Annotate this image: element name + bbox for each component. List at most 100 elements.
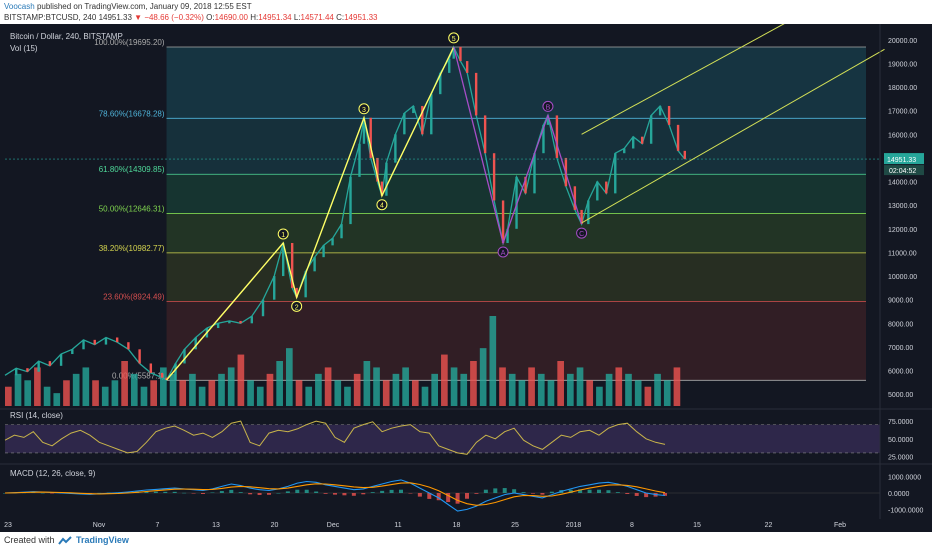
volume-bar — [208, 380, 216, 406]
price-candle — [138, 349, 141, 364]
x-tick-label: 25 — [511, 522, 519, 529]
volume-bar — [24, 380, 32, 406]
x-tick-label: 15 — [693, 522, 701, 529]
macd-signal-line — [4, 482, 666, 506]
volume-bar — [421, 386, 429, 406]
macd-histogram-bar — [276, 493, 281, 494]
macd-histogram-bar — [502, 488, 507, 493]
volume-bar — [276, 361, 283, 406]
macd-histogram-bar — [304, 489, 309, 493]
price-tick-label: 18000.00 — [888, 85, 917, 92]
x-tick-label: 11 — [394, 522, 401, 529]
macd-tick-label: -1000.0000 — [888, 507, 924, 514]
price-candle — [605, 181, 608, 194]
macd-histogram-bar — [578, 489, 583, 493]
price-candle — [304, 271, 307, 298]
abc-marker — [576, 227, 588, 239]
abc-marker — [497, 246, 509, 258]
price-candle — [358, 143, 361, 177]
price-candle — [149, 363, 153, 373]
price-candle — [273, 276, 276, 300]
price-candle — [369, 117, 372, 158]
abc-label: B — [546, 104, 551, 111]
wave-layer: 1 2 3 4 5 A B C — [166, 0, 885, 381]
abc-marker — [542, 100, 554, 112]
price-candle — [340, 224, 343, 239]
chart-area[interactable]: 100.00%(19695.20) 78.60%(16678.28) 61.80%(… — [0, 0, 932, 532]
price-candle — [501, 200, 505, 243]
price-candle — [331, 238, 334, 246]
x-tick-label: 8 — [630, 522, 634, 529]
macd-histogram-bar — [615, 492, 620, 493]
price-candle — [313, 257, 316, 272]
macd-histogram-bar — [285, 491, 290, 493]
volume-bar — [673, 367, 681, 406]
rsi-title: RSI (14, close) — [10, 411, 63, 420]
volume-bar — [363, 361, 371, 406]
rsi-pane: 75.0000 50.0000 25.0000 — [4, 419, 913, 461]
publish-header: Voocash published on TradingView.com, Ja… — [0, 0, 932, 24]
rsi-tick-label: 75.0000 — [888, 419, 913, 426]
author-link[interactable]: Voocash — [4, 2, 35, 11]
macd-histogram-bar — [323, 493, 328, 494]
price-candle — [165, 377, 168, 381]
price-candle — [524, 176, 527, 194]
abc-wave-path — [453, 46, 583, 246]
created-with-label: Created with — [4, 535, 55, 545]
price-candle — [459, 46, 462, 62]
macd-histogram-bar — [540, 493, 545, 495]
volume-bar — [596, 386, 603, 406]
price-candle — [555, 115, 559, 158]
price-tick-label: 13000.00 — [888, 203, 917, 210]
macd-histogram-bar — [370, 492, 375, 493]
price-candle — [614, 153, 617, 194]
x-tick-label: 22 — [765, 522, 773, 529]
volume-bar — [121, 361, 128, 406]
volume-label: Vol (15) — [10, 44, 38, 53]
price-candle — [228, 320, 231, 324]
volume-bar — [605, 373, 613, 406]
tradingview-link[interactable]: TradingView — [76, 535, 129, 545]
macd-histogram-bar — [333, 493, 337, 495]
x-tick-label: 20 — [271, 522, 279, 529]
chart-svg[interactable]: 100.00%(19695.20) 78.60%(16678.28) 61.80%(… — [0, 0, 932, 532]
price-candle — [649, 115, 653, 144]
price-candle — [26, 368, 29, 372]
macd-title: MACD (12, 26, close, 9) — [10, 469, 96, 478]
price-candle — [250, 316, 253, 324]
volume-bar — [315, 373, 322, 406]
volume-bar — [43, 386, 51, 406]
volume-bar — [634, 380, 642, 406]
low-value: 14571.44 — [300, 13, 334, 22]
price-candle — [542, 124, 545, 154]
price-series-line — [4, 45, 686, 381]
price-candle — [37, 361, 40, 372]
macd-histogram-bar — [191, 493, 196, 494]
macd-histogram-bar — [210, 492, 215, 494]
volume-bar — [644, 386, 652, 406]
price-candle — [160, 372, 164, 378]
volume-bar — [130, 373, 138, 406]
price-candle — [59, 354, 63, 366]
volume-bar — [256, 386, 264, 406]
volume-bar — [150, 380, 157, 406]
price-candle — [48, 361, 52, 366]
volume-bar — [53, 393, 61, 406]
macd-histogram-bar — [31, 492, 36, 494]
volume-bar — [654, 373, 661, 406]
price-candle — [174, 363, 177, 381]
price-candle — [421, 105, 424, 135]
macd-histogram-bar — [483, 489, 488, 493]
volume-bar — [547, 380, 555, 406]
macd-histogram-bar — [389, 489, 394, 493]
volume-bar — [82, 367, 90, 406]
macd-histogram-bar — [549, 491, 554, 493]
rsi-tick-label: 50.0000 — [888, 437, 913, 444]
current-price-badge — [884, 153, 924, 165]
fib-label: 38.20%(10982.77) — [99, 244, 165, 253]
volume-bar — [247, 380, 254, 406]
wave-marker — [291, 300, 303, 312]
price-candle — [640, 136, 644, 144]
wave-label: 4 — [380, 203, 384, 210]
volume-bar — [169, 373, 177, 406]
